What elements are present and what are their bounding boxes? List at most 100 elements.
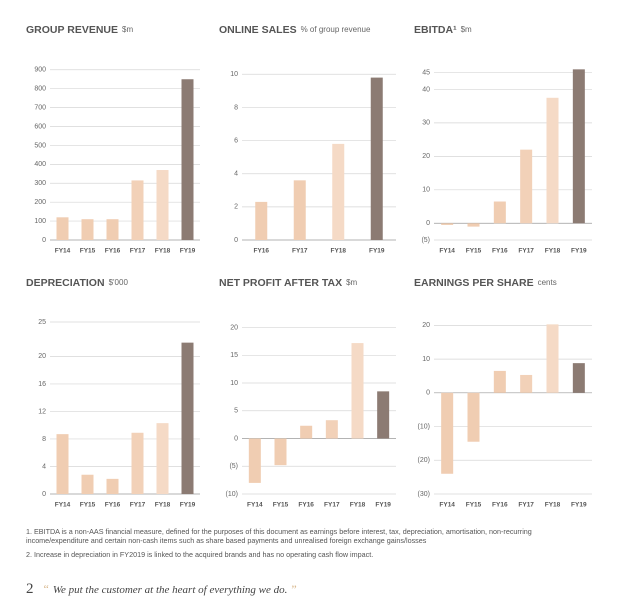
- y-tick-label: 5: [234, 408, 238, 415]
- y-tick-label: 700: [34, 104, 46, 111]
- y-tick-label: (10): [226, 491, 238, 498]
- chart-title-text: ONLINE SALES: [219, 24, 297, 36]
- x-tick-label: FY17: [130, 248, 146, 255]
- chart-unit: $m: [461, 25, 472, 34]
- chart-title: NET PROFIT AFTER TAX $m: [219, 277, 358, 289]
- y-tick-label: (5): [229, 463, 238, 470]
- chart-unit: $m: [122, 25, 133, 34]
- bar: [325, 420, 338, 439]
- x-tick-label: FY16: [492, 248, 508, 255]
- y-tick-label: 20: [38, 353, 46, 360]
- x-tick-label: FY14: [439, 502, 455, 509]
- y-tick-label: 0: [42, 491, 46, 498]
- bar: [156, 423, 169, 494]
- y-tick-label: 20: [422, 322, 430, 329]
- bar: [255, 201, 268, 240]
- chart-unit: cents: [538, 278, 557, 287]
- y-tick-label: 15: [230, 352, 238, 359]
- bar: [377, 391, 390, 439]
- x-tick-label: FY16: [253, 248, 269, 255]
- x-tick-label: FY16: [105, 248, 121, 255]
- y-tick-label: 200: [34, 199, 46, 206]
- x-tick-label: FY14: [439, 248, 455, 255]
- x-tick-label: FY17: [324, 502, 340, 509]
- y-tick-label: (20): [418, 457, 430, 464]
- footnote: 2. Increase in depreciation in FY2019 is…: [26, 550, 374, 559]
- bar: [293, 180, 306, 240]
- bar: [520, 374, 533, 393]
- bar: [106, 478, 119, 494]
- chart-unit: $m: [346, 278, 357, 287]
- bar: [441, 223, 454, 225]
- y-tick-label: 8: [42, 436, 46, 443]
- y-tick-label: 2: [234, 204, 238, 211]
- y-tick-label: 8: [234, 104, 238, 111]
- x-tick-label: FY18: [330, 248, 346, 255]
- y-tick-label: 0: [426, 390, 430, 397]
- bar: [131, 180, 144, 240]
- y-tick-label: 10: [422, 187, 430, 194]
- chart-title: EBITDA¹ $m: [414, 24, 472, 36]
- bar: [56, 434, 69, 494]
- bar: [441, 392, 454, 474]
- bar: [81, 474, 94, 494]
- chart-title: DEPRECIATION $'000: [26, 277, 128, 289]
- x-tick-label: FY19: [180, 502, 196, 509]
- bar: [156, 170, 169, 240]
- bar: [546, 324, 559, 393]
- bar: [274, 438, 287, 466]
- y-tick-label: 800: [34, 86, 46, 93]
- chart-title-text: EBITDA¹: [414, 24, 457, 36]
- bar: [81, 219, 94, 240]
- x-tick-label: FY15: [466, 502, 482, 509]
- x-tick-label: FY15: [80, 248, 96, 255]
- x-tick-label: FY14: [55, 248, 71, 255]
- y-tick-label: 0: [426, 220, 430, 227]
- page-number: 2: [26, 581, 34, 597]
- y-tick-label: 900: [34, 67, 46, 74]
- y-tick-label: 600: [34, 123, 46, 130]
- y-tick-label: 12: [38, 408, 46, 415]
- y-tick-label: 100: [34, 218, 46, 225]
- x-tick-label: FY18: [545, 248, 561, 255]
- y-tick-label: 4: [42, 463, 46, 470]
- bar: [493, 370, 506, 393]
- x-tick-label: FY14: [55, 502, 71, 509]
- chart-title-text: DEPRECIATION: [26, 277, 105, 289]
- y-tick-label: 4: [234, 171, 238, 178]
- y-tick-label: 0: [234, 435, 238, 442]
- y-tick-label: 20: [422, 153, 430, 160]
- chart-title-text: NET PROFIT AFTER TAX: [219, 277, 342, 289]
- x-tick-label: FY19: [369, 248, 385, 255]
- bar: [181, 342, 194, 494]
- bar: [520, 149, 533, 224]
- x-tick-label: FY17: [518, 502, 534, 509]
- y-tick-label: (5): [421, 237, 430, 244]
- y-tick-label: 300: [34, 180, 46, 187]
- y-tick-label: 16: [38, 381, 46, 388]
- x-tick-label: FY16: [298, 502, 314, 509]
- x-tick-label: FY18: [155, 502, 171, 509]
- x-tick-label: FY18: [350, 502, 366, 509]
- footnote: 1. EBITDA is a non-AAS financial measure…: [26, 527, 532, 545]
- bar: [467, 223, 480, 227]
- bar: [370, 77, 383, 240]
- y-tick-label: 45: [422, 70, 430, 77]
- quote-mark: “: [43, 582, 49, 596]
- y-tick-label: 25: [38, 319, 46, 326]
- y-tick-label: 400: [34, 161, 46, 168]
- bar: [546, 97, 559, 224]
- x-tick-label: FY14: [247, 502, 263, 509]
- bar: [300, 425, 313, 439]
- y-tick-label: 10: [422, 356, 430, 363]
- chart-unit: $'000: [109, 278, 129, 287]
- x-tick-label: FY18: [545, 502, 561, 509]
- y-tick-label: 0: [42, 237, 46, 244]
- y-tick-label: 10: [230, 71, 238, 78]
- bar: [131, 432, 144, 494]
- x-tick-label: FY18: [155, 248, 171, 255]
- bar: [106, 219, 119, 240]
- bar: [572, 69, 585, 224]
- quote-mark: ”: [291, 582, 297, 596]
